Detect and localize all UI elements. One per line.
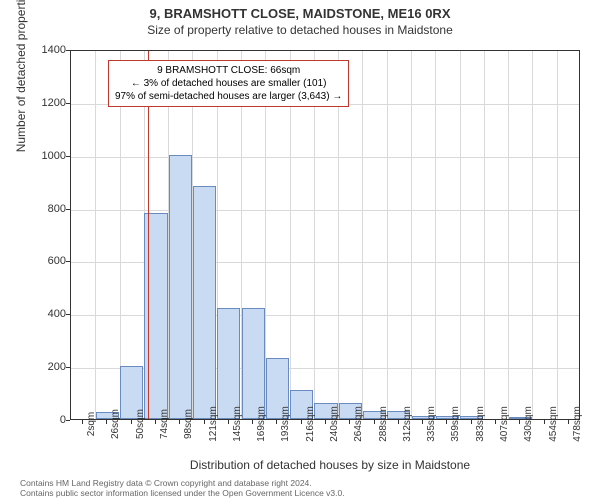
- chart-title: 9, BRAMSHOTT CLOSE, MAIDSTONE, ME16 0RX: [0, 0, 600, 21]
- x-tick-label: 50sqm: [135, 409, 146, 439]
- x-tick-label: 288sqm: [378, 406, 389, 442]
- x-tick-mark: [106, 420, 107, 424]
- grid-line-v: [484, 51, 485, 419]
- x-tick-label: 430sqm: [523, 406, 534, 442]
- y-axis-label: Number of detached properties: [14, 0, 28, 152]
- x-tick-mark: [155, 420, 156, 424]
- x-tick-mark: [349, 420, 350, 424]
- x-tick-mark: [276, 420, 277, 424]
- grid-line-h: [71, 210, 579, 211]
- x-tick-label: 216sqm: [305, 406, 316, 442]
- x-tick-mark: [179, 420, 180, 424]
- y-tick-label: 200: [26, 361, 66, 373]
- footer-attribution: Contains HM Land Registry data © Crown c…: [20, 478, 345, 498]
- y-tick-label: 1200: [26, 97, 66, 109]
- x-tick-label: 193sqm: [280, 406, 291, 442]
- grid-line-v: [411, 51, 412, 419]
- x-tick-label: 145sqm: [232, 406, 243, 442]
- y-tick-mark: [66, 156, 70, 157]
- callout-line: 9 BRAMSHOTT CLOSE: 66sqm: [115, 64, 342, 77]
- callout-box: 9 BRAMSHOTT CLOSE: 66sqm← 3% of detached…: [108, 60, 349, 107]
- x-tick-mark: [82, 420, 83, 424]
- callout-line: 97% of semi-detached houses are larger (…: [115, 90, 342, 103]
- grid-line-h: [71, 157, 579, 158]
- x-tick-label: 121sqm: [208, 406, 219, 442]
- x-tick-mark: [252, 420, 253, 424]
- grid-line-v: [557, 51, 558, 419]
- x-tick-label: 359sqm: [450, 406, 461, 442]
- x-tick-label: 478sqm: [572, 406, 583, 442]
- x-tick-label: 335sqm: [426, 406, 437, 442]
- x-tick-label: 26sqm: [110, 409, 121, 439]
- y-tick-label: 400: [26, 308, 66, 320]
- grid-line-v: [435, 51, 436, 419]
- chart-subtitle: Size of property relative to detached ho…: [0, 23, 600, 37]
- x-tick-label: 454sqm: [548, 406, 559, 442]
- x-tick-mark: [131, 420, 132, 424]
- grid-line-v: [387, 51, 388, 419]
- histogram-chart: 9, BRAMSHOTT CLOSE, MAIDSTONE, ME16 0RX …: [0, 0, 600, 500]
- grid-line-v: [460, 51, 461, 419]
- grid-line-v: [508, 51, 509, 419]
- x-tick-mark: [446, 420, 447, 424]
- y-tick-mark: [66, 420, 70, 421]
- y-tick-mark: [66, 314, 70, 315]
- histogram-bar: [242, 308, 265, 419]
- grid-line-v: [95, 51, 96, 419]
- x-tick-mark: [544, 420, 545, 424]
- x-tick-mark: [398, 420, 399, 424]
- y-tick-mark: [66, 261, 70, 262]
- histogram-bar: [169, 155, 192, 419]
- y-tick-mark: [66, 50, 70, 51]
- x-axis-label: Distribution of detached houses by size …: [30, 458, 600, 472]
- x-tick-label: 383sqm: [475, 406, 486, 442]
- x-tick-mark: [204, 420, 205, 424]
- x-tick-label: 264sqm: [353, 406, 364, 442]
- y-tick-label: 0: [26, 414, 66, 426]
- y-tick-label: 600: [26, 255, 66, 267]
- x-tick-mark: [471, 420, 472, 424]
- x-tick-mark: [568, 420, 569, 424]
- x-tick-label: 240sqm: [329, 406, 340, 442]
- x-tick-label: 312sqm: [402, 406, 413, 442]
- x-tick-mark: [495, 420, 496, 424]
- y-tick-label: 800: [26, 203, 66, 215]
- x-tick-label: 2sqm: [86, 412, 97, 436]
- y-tick-mark: [66, 367, 70, 368]
- x-tick-mark: [228, 420, 229, 424]
- grid-line-v: [532, 51, 533, 419]
- x-tick-mark: [301, 420, 302, 424]
- x-tick-label: 169sqm: [256, 406, 267, 442]
- grid-line-v: [362, 51, 363, 419]
- y-tick-mark: [66, 209, 70, 210]
- footer-line-2: Contains public sector information licen…: [20, 488, 345, 498]
- callout-line: ← 3% of detached houses are smaller (101…: [115, 77, 342, 90]
- x-tick-mark: [325, 420, 326, 424]
- x-tick-mark: [374, 420, 375, 424]
- footer-line-1: Contains HM Land Registry data © Crown c…: [20, 478, 345, 488]
- y-tick-label: 1000: [26, 150, 66, 162]
- x-tick-mark: [519, 420, 520, 424]
- y-tick-label: 1400: [26, 44, 66, 56]
- x-tick-label: 98sqm: [183, 409, 194, 439]
- histogram-bar: [193, 186, 216, 419]
- histogram-bar: [217, 308, 240, 419]
- x-tick-mark: [422, 420, 423, 424]
- x-tick-label: 74sqm: [159, 409, 170, 439]
- y-tick-mark: [66, 103, 70, 104]
- x-tick-label: 407sqm: [499, 406, 510, 442]
